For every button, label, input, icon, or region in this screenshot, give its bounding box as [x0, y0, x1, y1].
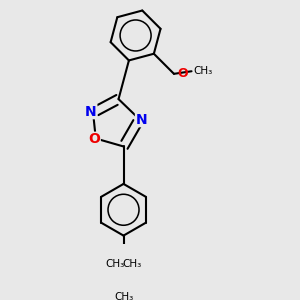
- Text: O: O: [88, 132, 100, 146]
- Text: CH₃: CH₃: [114, 292, 133, 300]
- Text: CH₃: CH₃: [194, 66, 213, 76]
- Text: N: N: [136, 113, 147, 127]
- Text: N: N: [85, 105, 97, 118]
- Text: O: O: [177, 67, 188, 80]
- Text: CH₃: CH₃: [106, 259, 125, 269]
- Text: CH₃: CH₃: [122, 259, 141, 269]
